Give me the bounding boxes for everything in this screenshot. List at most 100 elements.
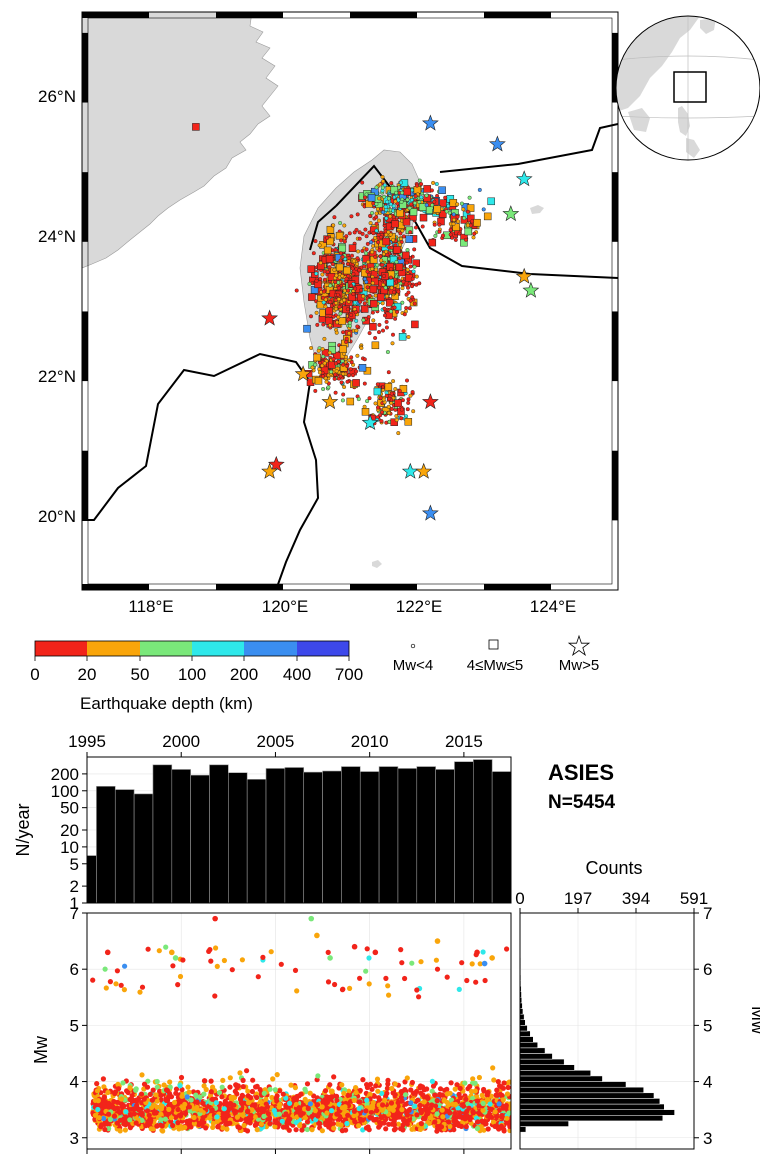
epicenter-small <box>389 285 394 290</box>
event-point <box>277 1088 283 1094</box>
epicenter-small <box>355 353 360 358</box>
epicenter-small <box>459 201 464 206</box>
map-frame-bar <box>216 12 283 18</box>
epicenter-medium <box>314 377 323 385</box>
epicenter-small <box>347 231 352 236</box>
event-point <box>244 1128 251 1134</box>
epicenter-small <box>376 240 381 245</box>
epicenter-small <box>321 354 326 359</box>
event-point <box>322 1088 329 1094</box>
event-point <box>226 1120 232 1126</box>
event-point <box>364 1101 370 1107</box>
event-point <box>455 1105 461 1111</box>
epicenter-small <box>328 323 333 328</box>
epicenter-small <box>363 227 368 232</box>
epicenter-small <box>462 216 467 221</box>
epicenter-small <box>397 256 402 261</box>
event-point <box>261 1090 267 1096</box>
epicenter-small <box>355 212 360 217</box>
event-point <box>412 1103 418 1109</box>
event-point <box>147 1119 153 1125</box>
epicenter-small <box>386 230 391 235</box>
epicenter-small <box>374 201 379 206</box>
epicenter-medium <box>316 300 325 309</box>
event-point <box>378 1114 384 1121</box>
epicenter-small <box>420 224 425 229</box>
event-point <box>481 960 488 967</box>
event-point <box>383 975 389 982</box>
event-point <box>360 1077 366 1083</box>
epicenter-small <box>383 313 388 318</box>
histogram-bar <box>519 1081 627 1088</box>
event-point <box>288 1082 294 1088</box>
epicenter-small <box>415 183 420 188</box>
event-point <box>366 955 372 961</box>
event-point <box>252 1114 258 1120</box>
epicenter-small <box>341 362 346 367</box>
event-point <box>231 1094 237 1100</box>
event-point <box>482 977 488 984</box>
epicenter-small <box>405 378 410 383</box>
event-point <box>203 1125 209 1131</box>
epicenter-small <box>357 268 362 273</box>
event-point <box>441 1098 447 1104</box>
epicenter-small <box>341 392 346 397</box>
epicenter-large <box>321 393 339 410</box>
epicenter-small <box>432 222 437 227</box>
event-point <box>504 1115 510 1121</box>
map-frame-bar <box>484 584 551 590</box>
event-point <box>397 1114 403 1120</box>
hist-xtick-label: 394 <box>622 889 650 908</box>
event-point <box>114 968 120 974</box>
event-point <box>417 1102 423 1108</box>
event-point <box>138 1091 145 1097</box>
annual-xtick-label: 2015 <box>445 732 483 751</box>
event-point <box>484 1097 491 1103</box>
epicenter-small <box>406 290 411 295</box>
event-point <box>177 973 184 980</box>
event-point <box>432 1092 438 1098</box>
event-point <box>223 1112 229 1118</box>
event-point <box>309 1113 315 1120</box>
event-point <box>293 1127 299 1133</box>
epicenter-medium <box>326 237 334 246</box>
epicenter-small <box>381 397 386 402</box>
annual-bar <box>190 774 210 904</box>
epicenter-small <box>384 216 389 221</box>
event-point <box>276 1104 282 1110</box>
event-point <box>231 1102 237 1108</box>
event-point <box>162 1116 168 1122</box>
event-point <box>127 1117 133 1123</box>
event-point <box>171 1099 178 1106</box>
epicenter-small <box>387 396 392 401</box>
event-point <box>191 1114 197 1121</box>
event-point <box>402 1087 408 1093</box>
epicenter-small <box>380 185 385 190</box>
annual-bar <box>435 769 455 904</box>
epicenter-small <box>406 400 411 405</box>
epicenter-small <box>355 256 360 261</box>
event-point <box>212 993 218 999</box>
event-point <box>220 1077 226 1083</box>
epicenter-small <box>393 199 398 204</box>
epicenter-small <box>419 195 424 200</box>
epicenter-small <box>400 398 405 403</box>
event-point <box>368 1104 374 1110</box>
event-point <box>351 943 358 950</box>
event-point <box>404 1112 410 1118</box>
epicenter-small <box>407 306 412 311</box>
event-point <box>94 1088 101 1094</box>
event-point <box>340 986 346 992</box>
legend-small-label: Mw<4 <box>393 657 433 674</box>
epicenter-medium <box>373 387 382 396</box>
event-point <box>111 1113 118 1119</box>
event-point <box>247 1120 253 1126</box>
map-frame-bar <box>82 584 149 590</box>
event-point <box>90 977 96 983</box>
epicenter-small <box>461 207 466 212</box>
event-point <box>448 1080 454 1086</box>
epicenter-small <box>370 210 375 215</box>
event-point <box>144 1108 151 1114</box>
map-frame-bar <box>612 311 618 382</box>
map-frame-bar <box>82 172 88 242</box>
